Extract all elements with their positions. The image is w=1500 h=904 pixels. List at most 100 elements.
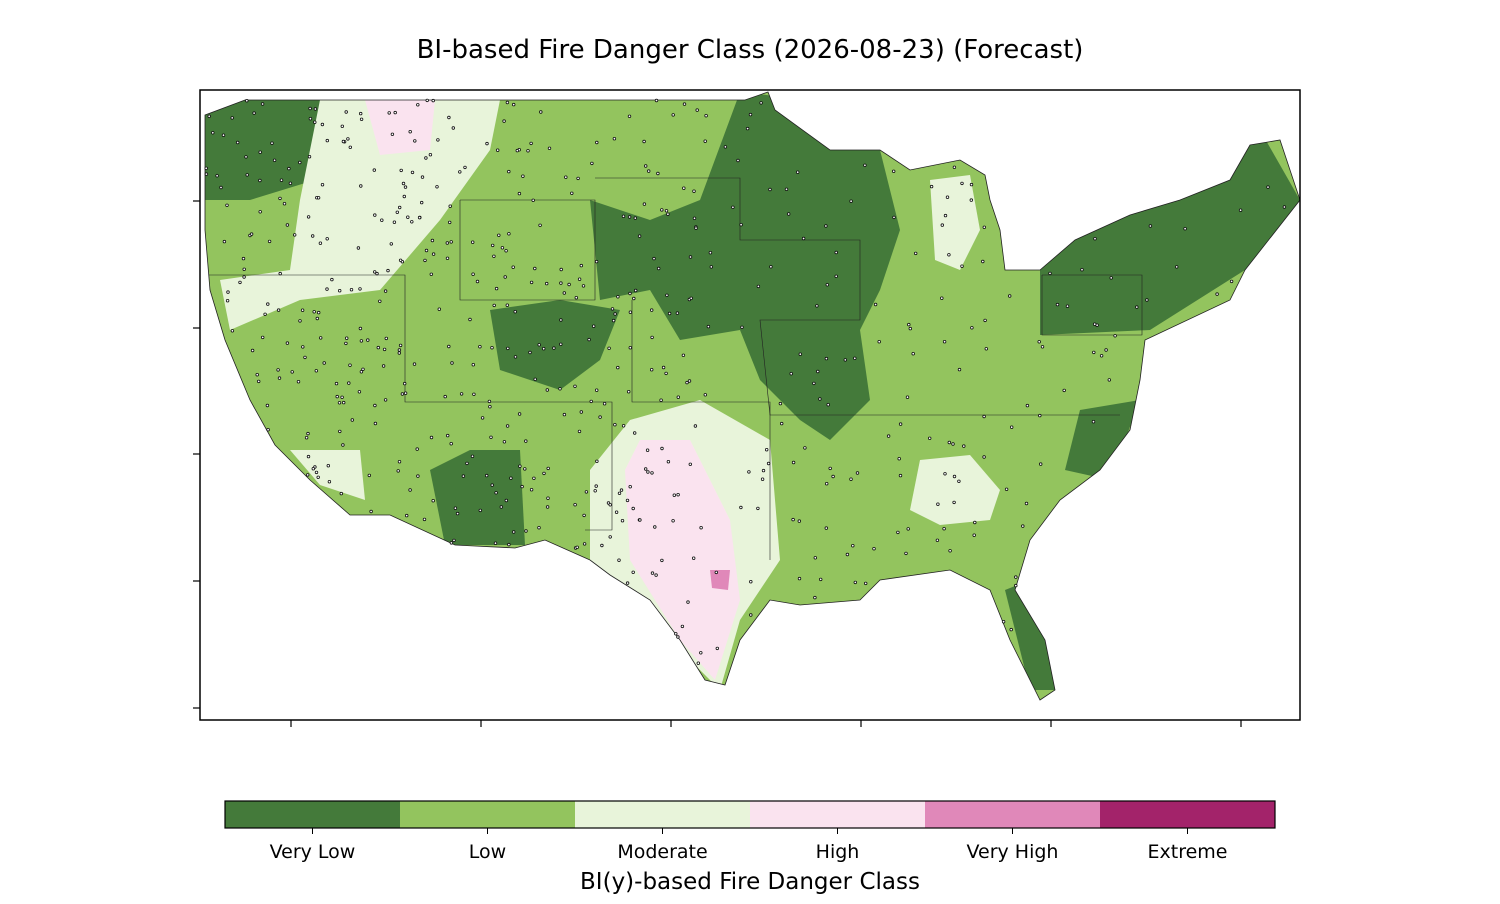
station — [584, 490, 589, 494]
station — [470, 454, 475, 458]
station — [1148, 224, 1153, 228]
station — [207, 114, 211, 118]
station — [241, 256, 246, 261]
station — [334, 381, 339, 386]
station — [272, 158, 277, 162]
station — [824, 526, 828, 530]
station — [287, 166, 291, 171]
station — [575, 545, 579, 549]
station — [517, 191, 522, 196]
station — [392, 220, 397, 224]
station — [592, 324, 596, 328]
station — [787, 212, 791, 216]
station — [877, 340, 881, 344]
map-area — [204, 91, 1301, 701]
station — [1092, 322, 1097, 326]
station — [682, 102, 687, 106]
map-frame — [199, 89, 1301, 721]
station — [610, 307, 615, 311]
station — [715, 646, 719, 651]
station — [694, 226, 698, 230]
station — [447, 344, 451, 349]
station — [608, 503, 612, 507]
station — [509, 476, 513, 480]
station — [306, 431, 310, 436]
colorbar-class-label: Moderate — [617, 841, 707, 863]
station — [739, 505, 743, 510]
station — [688, 462, 692, 466]
station — [258, 210, 262, 214]
station — [952, 165, 957, 169]
station — [756, 284, 761, 289]
station — [863, 163, 867, 167]
station — [341, 443, 345, 447]
station — [337, 401, 342, 405]
station — [340, 124, 344, 128]
station — [398, 205, 402, 210]
station — [676, 493, 680, 497]
station — [410, 220, 414, 224]
station — [661, 365, 666, 370]
station — [506, 346, 510, 351]
station — [582, 513, 586, 518]
station — [376, 345, 380, 350]
station — [577, 277, 582, 281]
station — [348, 145, 352, 149]
station — [344, 110, 348, 114]
station — [654, 98, 659, 103]
station — [907, 322, 911, 327]
station — [1183, 226, 1187, 231]
station — [459, 392, 464, 396]
station — [942, 527, 946, 531]
danger-region — [625, 440, 740, 680]
danger-region — [430, 450, 525, 545]
station — [824, 224, 828, 228]
station — [960, 264, 964, 268]
station — [709, 265, 713, 269]
station — [345, 336, 349, 340]
station — [359, 117, 364, 121]
station — [471, 272, 475, 276]
danger-region — [910, 455, 1000, 525]
station — [681, 353, 686, 357]
station — [367, 473, 371, 478]
station — [395, 210, 399, 214]
station — [335, 394, 339, 399]
station — [242, 267, 246, 271]
station — [263, 312, 267, 316]
station — [940, 296, 944, 300]
station — [872, 547, 876, 551]
station — [904, 551, 908, 556]
station — [528, 350, 532, 355]
station — [373, 421, 378, 426]
station — [628, 485, 632, 489]
station — [485, 473, 489, 478]
station — [873, 302, 878, 307]
station — [581, 284, 586, 288]
station — [951, 442, 955, 446]
station — [564, 175, 568, 179]
station — [424, 248, 429, 253]
station — [226, 290, 230, 294]
station — [276, 368, 280, 372]
station — [642, 202, 647, 206]
station — [1080, 268, 1084, 272]
station — [492, 303, 496, 308]
station — [948, 549, 952, 553]
station — [211, 131, 215, 135]
station — [791, 460, 796, 465]
station — [318, 241, 323, 245]
station — [1055, 302, 1060, 307]
station — [1010, 425, 1014, 429]
station — [671, 113, 675, 117]
station — [621, 424, 626, 428]
station — [654, 573, 658, 577]
station — [825, 482, 829, 486]
station — [1021, 524, 1025, 528]
station — [446, 433, 450, 438]
station — [356, 246, 361, 250]
station — [288, 181, 293, 185]
station — [579, 410, 583, 414]
station — [453, 506, 458, 510]
station — [559, 342, 563, 346]
